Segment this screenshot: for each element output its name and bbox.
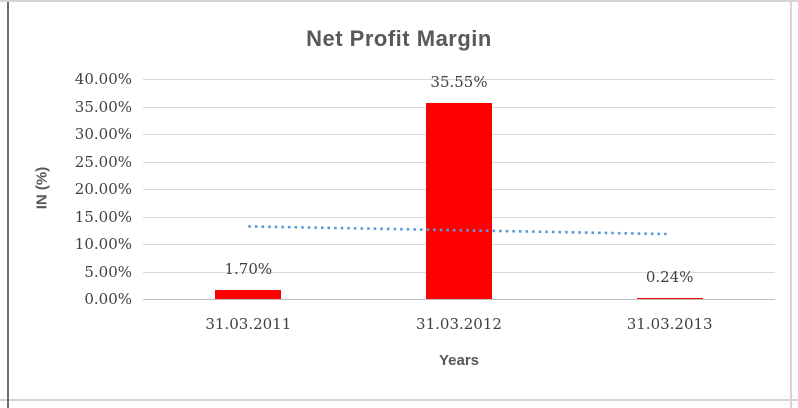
x-axis-tick-labels: 31.03.2011 31.03.2012 31.03.2013 [143, 315, 775, 337]
y-tick-label: 40.00% [74, 70, 132, 88]
x-tick-label-31.03.2011: 31.03.2011 [205, 315, 292, 333]
y-tick-label: 10.00% [74, 235, 132, 253]
y-tick-label: 0.00% [84, 290, 132, 308]
bar-31.03.2011 [215, 289, 282, 299]
gridline-40 [143, 79, 775, 80]
y-axis-tick-labels: 0.00% 5.00% 10.00% 15.00% 20.00% 25.00% 30.00%… [38, 70, 132, 308]
x-tick-label-31.03.2012: 31.03.2012 [416, 315, 502, 333]
data-label-31.03.2012: 35.55% [430, 73, 488, 92]
y-tick-label: 15.00% [74, 207, 132, 226]
y-tick-label: 35.00% [74, 97, 132, 116]
gridline-0 [143, 299, 775, 300]
y-tick-label: 30.00% [74, 125, 132, 143]
y-tick-label: 5.00% [84, 262, 132, 281]
frame-border-bottom [0, 399, 798, 401]
y-tick-label: 25.00% [74, 152, 132, 171]
frame-border-left [7, 2, 9, 408]
data-label-31.03.2011: 1.70% [224, 259, 273, 278]
x-tick-label-31.03.2013: 31.03.2013 [626, 315, 713, 333]
chart-title: Net Profit Margin [306, 26, 492, 51]
plot-area: 1.70% 35.55% 0.24% [143, 73, 775, 300]
data-label-31.03.2013: 0.24% [645, 267, 694, 286]
trendline [248, 225, 670, 236]
bar-31.03.2012 [426, 103, 492, 299]
x-axis-title: Years [438, 352, 480, 369]
frame-border-right [790, 0, 792, 408]
y-tick-label: 20.00% [74, 180, 132, 198]
bar-31.03.2013 [636, 297, 703, 299]
frame-border-top [0, 0, 798, 2]
